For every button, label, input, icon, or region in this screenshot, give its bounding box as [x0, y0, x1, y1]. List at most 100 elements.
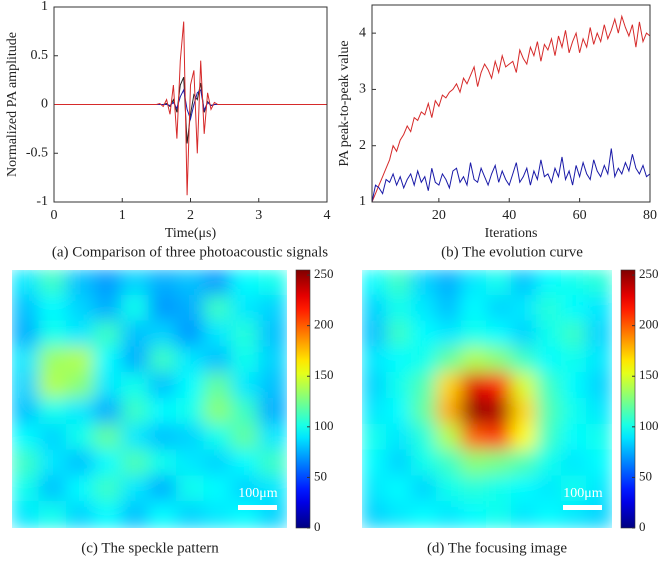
- x-tick-label: 2: [187, 208, 194, 223]
- heat-cell: [258, 449, 287, 478]
- colorbar: [295, 269, 311, 529]
- heat-cell: [66, 270, 96, 297]
- heat-cell: [38, 475, 68, 504]
- heat-cell: [258, 346, 287, 375]
- colorbar-tick-label: 200: [639, 317, 658, 332]
- heat-cell: [561, 398, 588, 426]
- heat-cell: [511, 346, 538, 375]
- heat-cell: [66, 398, 96, 426]
- image-cells: [362, 270, 612, 528]
- heat-cell: [536, 475, 563, 504]
- heat-cell: [461, 475, 488, 504]
- heat-cell: [148, 270, 178, 297]
- heat-cell: [386, 475, 413, 504]
- y-tick-label: 2: [359, 138, 366, 153]
- heat-cell: [203, 294, 233, 323]
- heat-cell: [561, 270, 588, 297]
- heat-cell: [586, 449, 612, 478]
- heat-cell: [436, 372, 463, 400]
- heat-cell: [38, 501, 68, 528]
- heat-cell: [38, 398, 68, 426]
- heat-cell: [561, 475, 588, 504]
- heat-cell: [586, 398, 612, 426]
- heat-cell: [203, 475, 233, 504]
- heat-cell: [411, 372, 438, 400]
- heat-cell: [536, 320, 563, 349]
- heat-cell: [203, 346, 233, 375]
- heat-cell: [561, 423, 588, 452]
- heat-cell: [203, 501, 233, 528]
- y-axis-label: Normalized PA amplitude: [5, 32, 20, 177]
- heat-cell: [386, 449, 413, 478]
- heat-cell: [536, 423, 563, 452]
- heat-cell: [176, 449, 206, 478]
- heat-cell: [511, 372, 538, 400]
- line-series: [372, 14, 650, 202]
- caption: (a) Comparison of three photoacoustic si…: [52, 244, 328, 260]
- heat-cell: [66, 449, 96, 478]
- heat-cell: [486, 398, 513, 426]
- heat-cell: [436, 501, 463, 528]
- heat-cell: [436, 423, 463, 452]
- heat-cell: [12, 475, 41, 504]
- heat-cell: [586, 294, 612, 323]
- x-tick-label: 60: [573, 208, 587, 223]
- heat-cell: [38, 449, 68, 478]
- heat-cell: [461, 372, 488, 400]
- heat-cell: [586, 346, 612, 375]
- heat-cell: [121, 270, 151, 297]
- heat-cell: [258, 270, 287, 297]
- heat-cell: [258, 398, 287, 426]
- heat-cell: [258, 475, 287, 504]
- heat-cell: [121, 501, 151, 528]
- heat-cell: [536, 346, 563, 375]
- heat-cell: [586, 423, 612, 452]
- heat-cell: [536, 501, 563, 528]
- line-series: [54, 21, 327, 196]
- heat-cell: [536, 270, 563, 297]
- heat-cell: [486, 270, 513, 297]
- heat-cell: [411, 475, 438, 504]
- heat-cell: [121, 320, 151, 349]
- heat-cell: [536, 449, 563, 478]
- heat-cell: [586, 320, 612, 349]
- heat-cell: [436, 270, 463, 297]
- heat-cell: [461, 423, 488, 452]
- heat-cell: [536, 398, 563, 426]
- heat-cell: [93, 346, 123, 375]
- y-tick-label: 3: [359, 82, 366, 97]
- heat-cell: [511, 270, 538, 297]
- heat-cell: [486, 423, 513, 452]
- heat-cell: [362, 423, 388, 452]
- image: [362, 270, 612, 528]
- heat-cell: [436, 346, 463, 375]
- heat-cell: [411, 423, 438, 452]
- image-cells: [12, 270, 287, 528]
- heat-cell: [148, 346, 178, 375]
- y-tick-label: -1: [36, 194, 48, 209]
- heat-cell: [411, 320, 438, 349]
- y-tick-label: 0.5: [31, 48, 49, 63]
- heat-cell: [203, 270, 233, 297]
- x-axis-label: Iterations: [485, 226, 538, 241]
- heat-cell: [121, 449, 151, 478]
- x-tick-label: 40: [502, 208, 516, 223]
- heat-cell: [461, 346, 488, 375]
- heat-cell: [486, 294, 513, 323]
- heat-cell: [362, 270, 388, 297]
- heat-cell: [486, 372, 513, 400]
- heat-cell: [93, 372, 123, 400]
- line-series: [372, 148, 650, 202]
- heat-cell: [66, 501, 96, 528]
- heat-cell: [436, 294, 463, 323]
- heat-cell: [93, 270, 123, 297]
- heat-cell: [148, 501, 178, 528]
- heat-cell: [231, 320, 261, 349]
- heat-cell: [93, 398, 123, 426]
- heat-cell: [511, 398, 538, 426]
- heat-cell: [93, 423, 123, 452]
- heat-cell: [231, 270, 261, 297]
- colorbar-tick-label: 50: [639, 468, 652, 483]
